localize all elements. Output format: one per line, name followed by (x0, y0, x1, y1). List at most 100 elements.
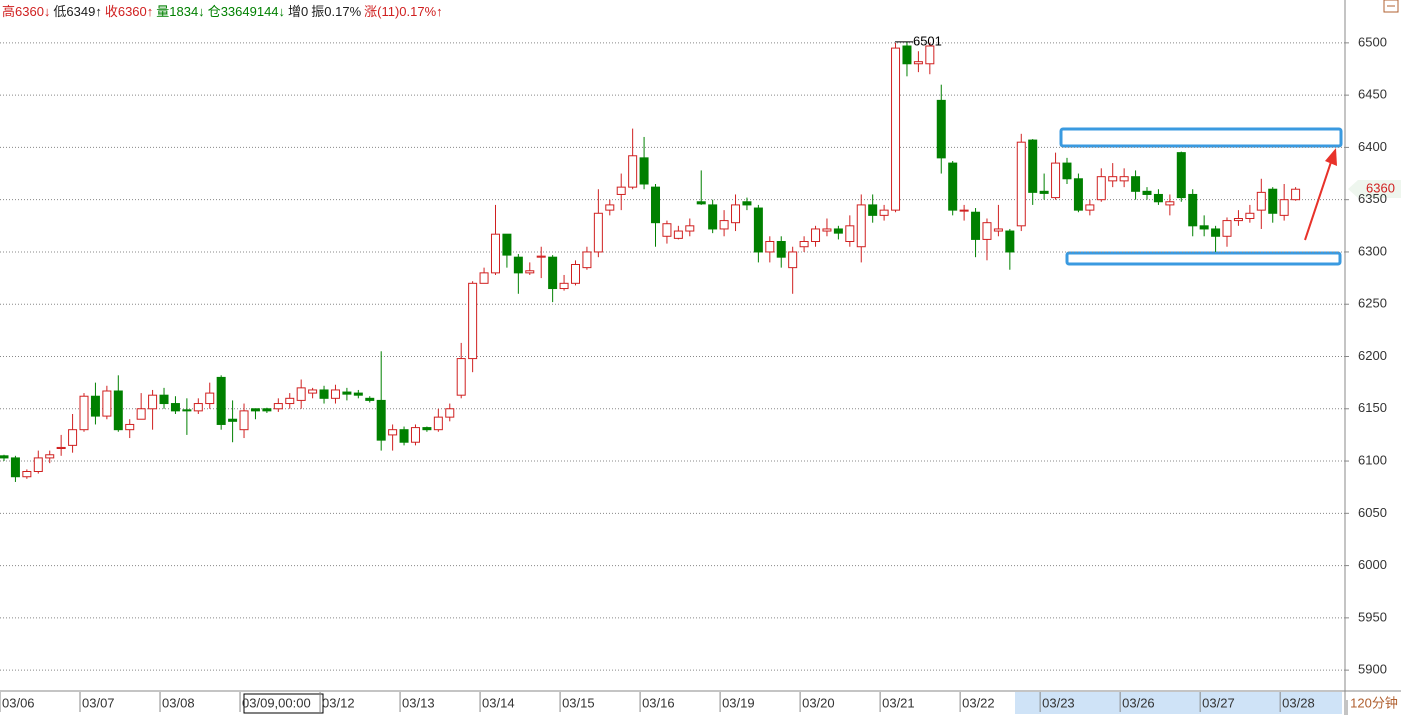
candle-body (513, 256, 523, 274)
candle-body (822, 228, 832, 232)
candle-body (1073, 178, 1083, 211)
arrow-shaft (1304, 161, 1332, 241)
candle-body (468, 282, 478, 360)
candle-body (993, 228, 1003, 232)
candle-body (79, 395, 89, 431)
candle-body (571, 264, 580, 284)
y-tick-label: 6200 (1358, 348, 1387, 363)
candle-body (731, 204, 741, 224)
candle-body (685, 225, 695, 232)
candle-body (1119, 176, 1129, 182)
x-tick-label: 03/21 (882, 695, 915, 710)
candle-body (410, 427, 420, 443)
x-tick-label: 03/15 (562, 695, 595, 710)
header-item: 涨(11)0.17%↑ (364, 4, 443, 19)
candle-body (799, 241, 809, 248)
candle-body (308, 389, 318, 394)
candle-body (68, 429, 78, 446)
candle-body (490, 233, 500, 274)
header-item: 振0.17% (311, 4, 362, 19)
candle-body (548, 256, 558, 290)
candle-body (1085, 204, 1095, 211)
candle-body (319, 389, 329, 399)
x-tick-label: 03/08 (162, 695, 195, 710)
header-item: 仓33649144↓ (207, 4, 286, 19)
candle-body (1165, 201, 1175, 206)
candle-body (1028, 139, 1038, 193)
y-tick-label: 6100 (1358, 452, 1387, 467)
candle-body (102, 390, 112, 417)
candle-body (948, 162, 958, 211)
candle-body (1245, 212, 1255, 219)
candle-body (696, 201, 706, 205)
x-tick-label: 03/14 (482, 695, 515, 710)
candle-body (982, 222, 992, 240)
candle-body (445, 408, 455, 418)
candle-body (1233, 218, 1243, 222)
candle-body (891, 47, 901, 211)
candle-body (1005, 230, 1015, 253)
candle-body (1222, 220, 1232, 237)
candle-body (216, 376, 226, 425)
candle-body (708, 204, 718, 230)
candle-body (616, 186, 626, 195)
candle-body (193, 403, 203, 412)
candle-body (353, 392, 363, 396)
y-tick-label: 6300 (1358, 243, 1387, 258)
header-item: 增0 (288, 4, 309, 19)
candle-body (593, 212, 603, 253)
candle-body (651, 186, 661, 224)
y-tick-label: 6450 (1358, 87, 1387, 102)
candle-body (639, 157, 649, 185)
header-item: 低6349↑ (53, 4, 102, 19)
candle-body (868, 204, 878, 216)
candle-body (399, 429, 409, 443)
candle-body (228, 418, 238, 422)
candle-body (628, 155, 638, 188)
candle-body (1051, 162, 1061, 199)
x-tick-label: 03/23 (1042, 695, 1075, 710)
candle-body (342, 391, 352, 395)
candle-body (605, 204, 615, 211)
candle-body (1256, 191, 1266, 211)
candle-body (365, 397, 375, 401)
candle-body (959, 209, 969, 212)
candle-body (502, 233, 512, 256)
price-marker-bg (1348, 180, 1401, 198)
candle-body (742, 201, 752, 206)
candle-body (205, 392, 215, 405)
candle-body (536, 255, 546, 258)
candle-body (388, 429, 398, 436)
candle-body (1142, 190, 1152, 195)
candle-body (1062, 162, 1072, 180)
candle-body (788, 251, 798, 269)
max-label: 6501 (913, 33, 942, 48)
candle-body (0, 455, 9, 459)
x-tick-label: 03/07 (82, 695, 115, 710)
candle-body (1211, 228, 1221, 237)
candle-body (1108, 176, 1118, 182)
period-label[interactable]: 120分钟 (1350, 695, 1398, 710)
candle-body (1279, 199, 1289, 216)
header-item: 收6360↑ (104, 4, 154, 19)
candle-body (1096, 176, 1106, 201)
y-tick-label: 5900 (1358, 662, 1387, 677)
candle-body (56, 446, 66, 450)
candle-body (22, 471, 32, 478)
candle-body (422, 427, 432, 431)
candle-body (845, 225, 855, 242)
y-tick-label: 5950 (1358, 609, 1387, 624)
candle-body (925, 45, 935, 65)
candle-body (673, 230, 683, 239)
candle-body (182, 409, 192, 412)
candle-body (913, 61, 923, 65)
y-tick-label: 6500 (1358, 34, 1387, 49)
y-tick-label: 6350 (1358, 191, 1387, 206)
candle-body (879, 209, 889, 216)
x-tick-label: 03/28 (1282, 695, 1315, 710)
arrow-head (1325, 148, 1337, 166)
candle-body (250, 408, 260, 412)
y-tick-label: 6400 (1358, 139, 1387, 154)
